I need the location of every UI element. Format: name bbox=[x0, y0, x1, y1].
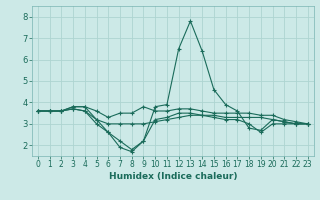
X-axis label: Humidex (Indice chaleur): Humidex (Indice chaleur) bbox=[108, 172, 237, 181]
